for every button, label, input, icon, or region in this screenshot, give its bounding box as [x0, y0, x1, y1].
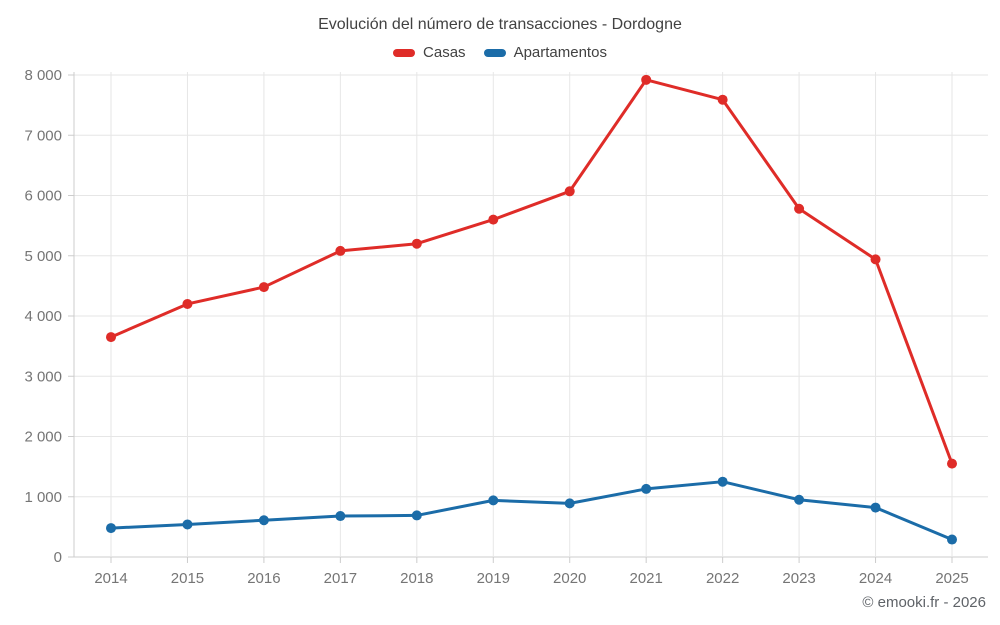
legend-label-casas: Casas: [423, 44, 466, 61]
data-point-apartamentos-2014: [106, 523, 116, 534]
data-point-apartamentos-2019: [488, 495, 499, 506]
y-axis-label: 4 000: [24, 308, 62, 325]
data-point-apartamentos-2024: [870, 502, 881, 513]
data-point-apartamentos-2015: [182, 519, 193, 530]
x-axis-label: 2019: [477, 570, 510, 587]
y-axis-label: 7 000: [24, 127, 62, 144]
x-axis-label: 2016: [247, 570, 280, 587]
x-axis-label: 2014: [94, 570, 127, 587]
data-point-casas-2022: [717, 94, 728, 105]
x-axis-label: 2015: [171, 570, 204, 587]
data-point-casas-2015: [182, 298, 193, 309]
data-point-casas-2019: [488, 214, 499, 225]
y-axis-label: 0: [54, 549, 62, 566]
apartamentos-line-swatch-icon: [483, 48, 506, 57]
y-axis-label: 6 000: [24, 188, 62, 205]
x-axis-label: 2024: [859, 570, 892, 587]
data-point-apartamentos-2025: [947, 534, 957, 545]
data-point-apartamentos-2016: [258, 515, 269, 526]
data-point-apartamentos-2018: [411, 510, 422, 521]
x-axis-label: 2020: [553, 570, 586, 587]
legend-item-casas[interactable]: Casas: [393, 44, 466, 61]
y-axis-label: 5 000: [24, 248, 62, 265]
casas-line-swatch-icon: [393, 48, 416, 57]
x-axis-label: 2017: [324, 570, 357, 587]
data-point-casas-2018: [411, 238, 422, 249]
data-point-casas-2025: [947, 458, 957, 469]
data-point-casas-2023: [794, 203, 805, 214]
x-axis-label: 2025: [935, 570, 968, 587]
legend-item-apartamentos[interactable]: Apartamentos: [483, 44, 607, 61]
copyright-credit: © emooki.fr - 2026: [862, 594, 986, 611]
x-axis-label: 2023: [782, 570, 815, 587]
data-point-casas-2016: [258, 282, 269, 293]
series-line-casas: [109, 78, 954, 466]
y-axis-label: 1 000: [24, 489, 62, 506]
x-axis-label: 2022: [706, 570, 739, 587]
legend-label-apartamentos: Apartamentos: [513, 44, 607, 61]
x-axis-label: 2018: [400, 570, 433, 587]
y-axis-label: 3 000: [24, 368, 62, 385]
data-point-apartamentos-2020: [564, 498, 575, 509]
chart-title: Evolución del número de transacciones - …: [318, 16, 682, 33]
data-point-casas-2017: [335, 245, 346, 256]
data-point-apartamentos-2022: [717, 476, 728, 487]
data-point-apartamentos-2017: [335, 511, 346, 522]
series-line-apartamentos: [109, 480, 954, 542]
data-point-casas-2014: [106, 332, 116, 343]
y-axis-label: 8 000: [24, 67, 62, 84]
data-point-casas-2021: [641, 74, 652, 85]
chart-legend: Casas Apartamentos: [0, 44, 1000, 61]
y-axis-label: 2 000: [24, 429, 62, 446]
data-point-casas-2024: [870, 254, 881, 265]
data-point-apartamentos-2023: [794, 494, 805, 505]
data-point-casas-2020: [564, 186, 575, 197]
data-point-apartamentos-2021: [641, 483, 652, 494]
x-axis-label: 2021: [629, 570, 662, 587]
